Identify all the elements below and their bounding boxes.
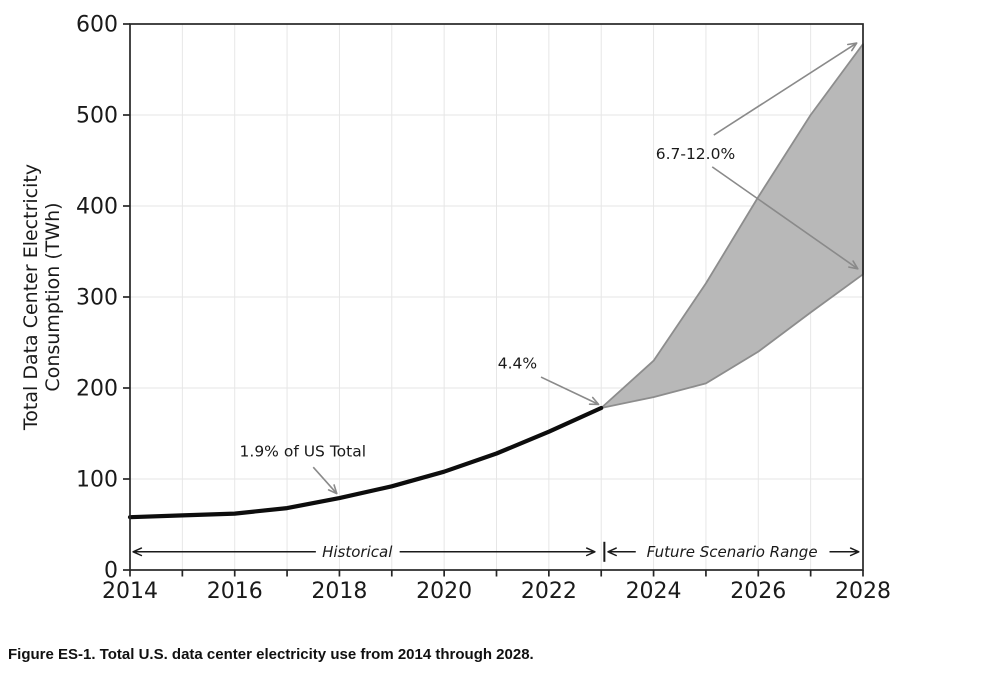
x-tick-label: 2022 [521,579,577,604]
x-tick-label: 2026 [730,579,786,604]
future-range-arrow-left-head [607,547,617,557]
y-tick-label: 500 [76,104,118,129]
future-scenario-band [600,43,864,409]
y-tick-label: 600 [76,13,118,38]
historical-line [127,405,604,520]
y-tick-label: 300 [76,286,118,311]
annotation-arrow-share-2028 [713,42,858,136]
x-tick-label: 2028 [835,579,891,604]
y-axis-label-line2: Consumption (TWh) [42,202,64,391]
annotation-arrow-share-2018 [312,466,338,495]
x-tick-label: 2024 [626,579,682,604]
y-tick-label: 0 [104,559,118,584]
annotation-share-2018: 1.9% of US Total [240,443,366,461]
y-tick-label: 400 [76,195,118,220]
annotation-arrow-share-2018-head [327,484,338,495]
x-tick-label: 2018 [311,579,367,604]
historical-range-arrow-left-head [132,547,143,557]
y-tick-label: 100 [76,468,118,493]
y-axis-label-line1: Total Data Center Electricity [20,164,42,431]
annotation-share-2023: 4.4% [498,354,537,372]
future-range-label: Future Scenario Range [647,543,818,561]
historical-range-label: Historical [322,543,393,561]
figure-caption: Figure ES-1. Total U.S. data center elec… [8,646,534,663]
annotation-arrow-share-2023-head [588,396,600,406]
historical-range-arrow-right-head [585,547,596,557]
x-tick-label: 2020 [416,579,472,604]
y-tick-label: 200 [76,377,118,402]
annotation-arrow-share-2028-head [847,42,858,52]
chart: 2014 2016 2018 2020 2022 2024 2026 2028 0 100 200 3… [20,13,891,605]
annotation-arrow-share-2028 [711,166,859,270]
x-tick-label: 2014 [102,579,158,604]
future-range-arrow-right-head [849,547,860,557]
annotation-share-2028: 6.7-12.0% [656,145,735,163]
annotation-arrow-share-2023 [540,376,599,406]
x-tick-label: 2016 [207,579,263,604]
annotation-arrow-share-2028-head [848,260,859,270]
